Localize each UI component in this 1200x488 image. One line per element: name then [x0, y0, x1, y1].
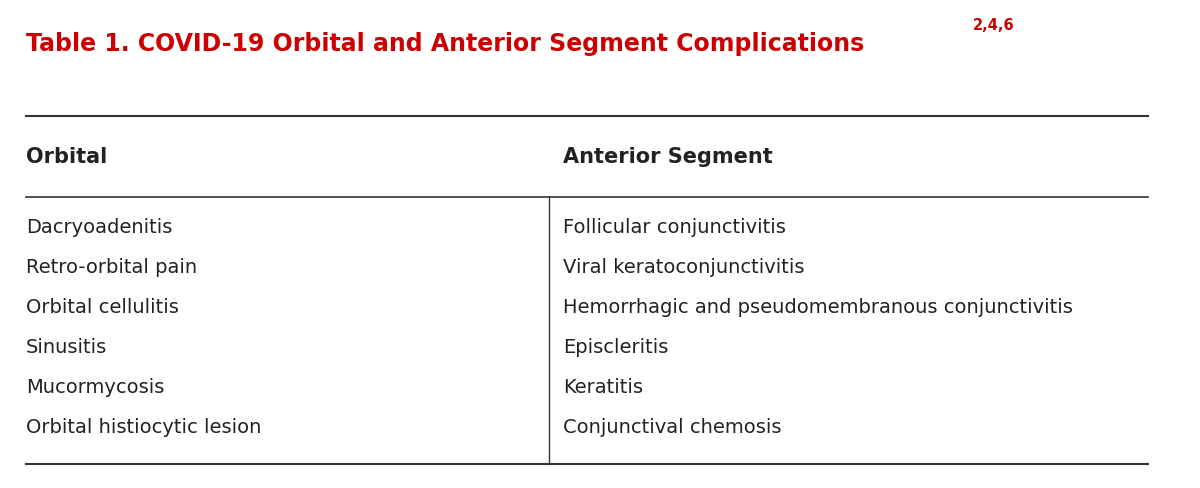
Text: 2,4,6: 2,4,6: [973, 18, 1015, 33]
Text: Anterior Segment: Anterior Segment: [563, 146, 773, 166]
Text: Dacryoadenitis: Dacryoadenitis: [26, 217, 172, 236]
Text: Episcleritis: Episcleritis: [563, 337, 668, 356]
Text: Follicular conjunctivitis: Follicular conjunctivitis: [563, 217, 786, 236]
Text: Orbital histiocytic lesion: Orbital histiocytic lesion: [26, 417, 262, 436]
Text: Sinusitis: Sinusitis: [26, 337, 107, 356]
Text: Keratitis: Keratitis: [563, 377, 643, 396]
Text: Retro-orbital pain: Retro-orbital pain: [26, 257, 197, 276]
Text: Mucormycosis: Mucormycosis: [26, 377, 164, 396]
Text: Hemorrhagic and pseudomembranous conjunctivitis: Hemorrhagic and pseudomembranous conjunc…: [563, 297, 1073, 316]
Text: Table 1. COVID-19 Orbital and Anterior Segment Complications: Table 1. COVID-19 Orbital and Anterior S…: [26, 32, 864, 56]
Text: Conjunctival chemosis: Conjunctival chemosis: [563, 417, 782, 436]
Text: Orbital: Orbital: [26, 146, 107, 166]
Text: Orbital cellulitis: Orbital cellulitis: [26, 297, 179, 316]
Text: Viral keratoconjunctivitis: Viral keratoconjunctivitis: [563, 257, 805, 276]
